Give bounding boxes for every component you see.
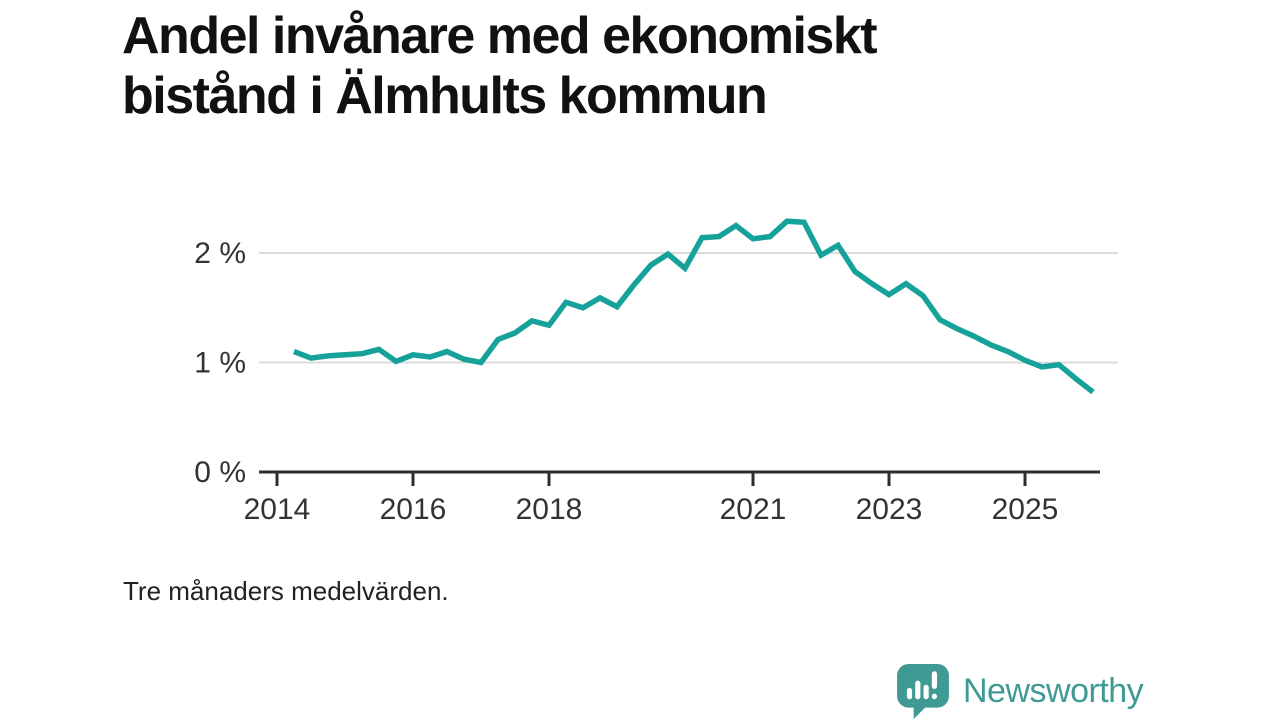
chart-footnote: Tre månaders medelvärden. xyxy=(123,576,449,606)
bar-icon xyxy=(915,680,921,700)
exclamation-dot-icon xyxy=(931,693,937,700)
x-tick-label: 2018 xyxy=(516,493,583,526)
y-tick-label: 0 % xyxy=(194,456,246,489)
speech-bubble-shape xyxy=(897,664,949,719)
x-tick-label: 2016 xyxy=(380,493,447,526)
line-chart: 0 % 1 % 2 % 2014 2016 2018 2021 2023 2025 xyxy=(194,218,1118,526)
bar-icon xyxy=(923,684,929,700)
x-tick-label: 2023 xyxy=(856,493,923,526)
bar-icon xyxy=(906,687,913,700)
x-tick-label: 2025 xyxy=(992,493,1059,526)
newsworthy-logo-text: Newsworthy xyxy=(963,671,1144,710)
page-title: Andel invånare med ekonomiskt bistånd i Ä… xyxy=(122,6,878,127)
y-tick-label: 2 % xyxy=(194,237,246,270)
newsworthy-logo: Newsworthy xyxy=(896,663,1144,719)
exclamation-bar-icon xyxy=(931,671,937,689)
data-line-andel-bistand xyxy=(293,218,1095,395)
x-tick-label: 2014 xyxy=(244,493,311,526)
title-line-1: Andel invånare med ekonomiskt xyxy=(122,7,878,65)
title-line-2: bistånd i Älmhults kommun xyxy=(122,67,768,126)
y-tick-label: 1 % xyxy=(194,347,246,380)
x-tick-label: 2021 xyxy=(720,493,787,526)
newsworthy-logo-icon xyxy=(897,664,949,719)
